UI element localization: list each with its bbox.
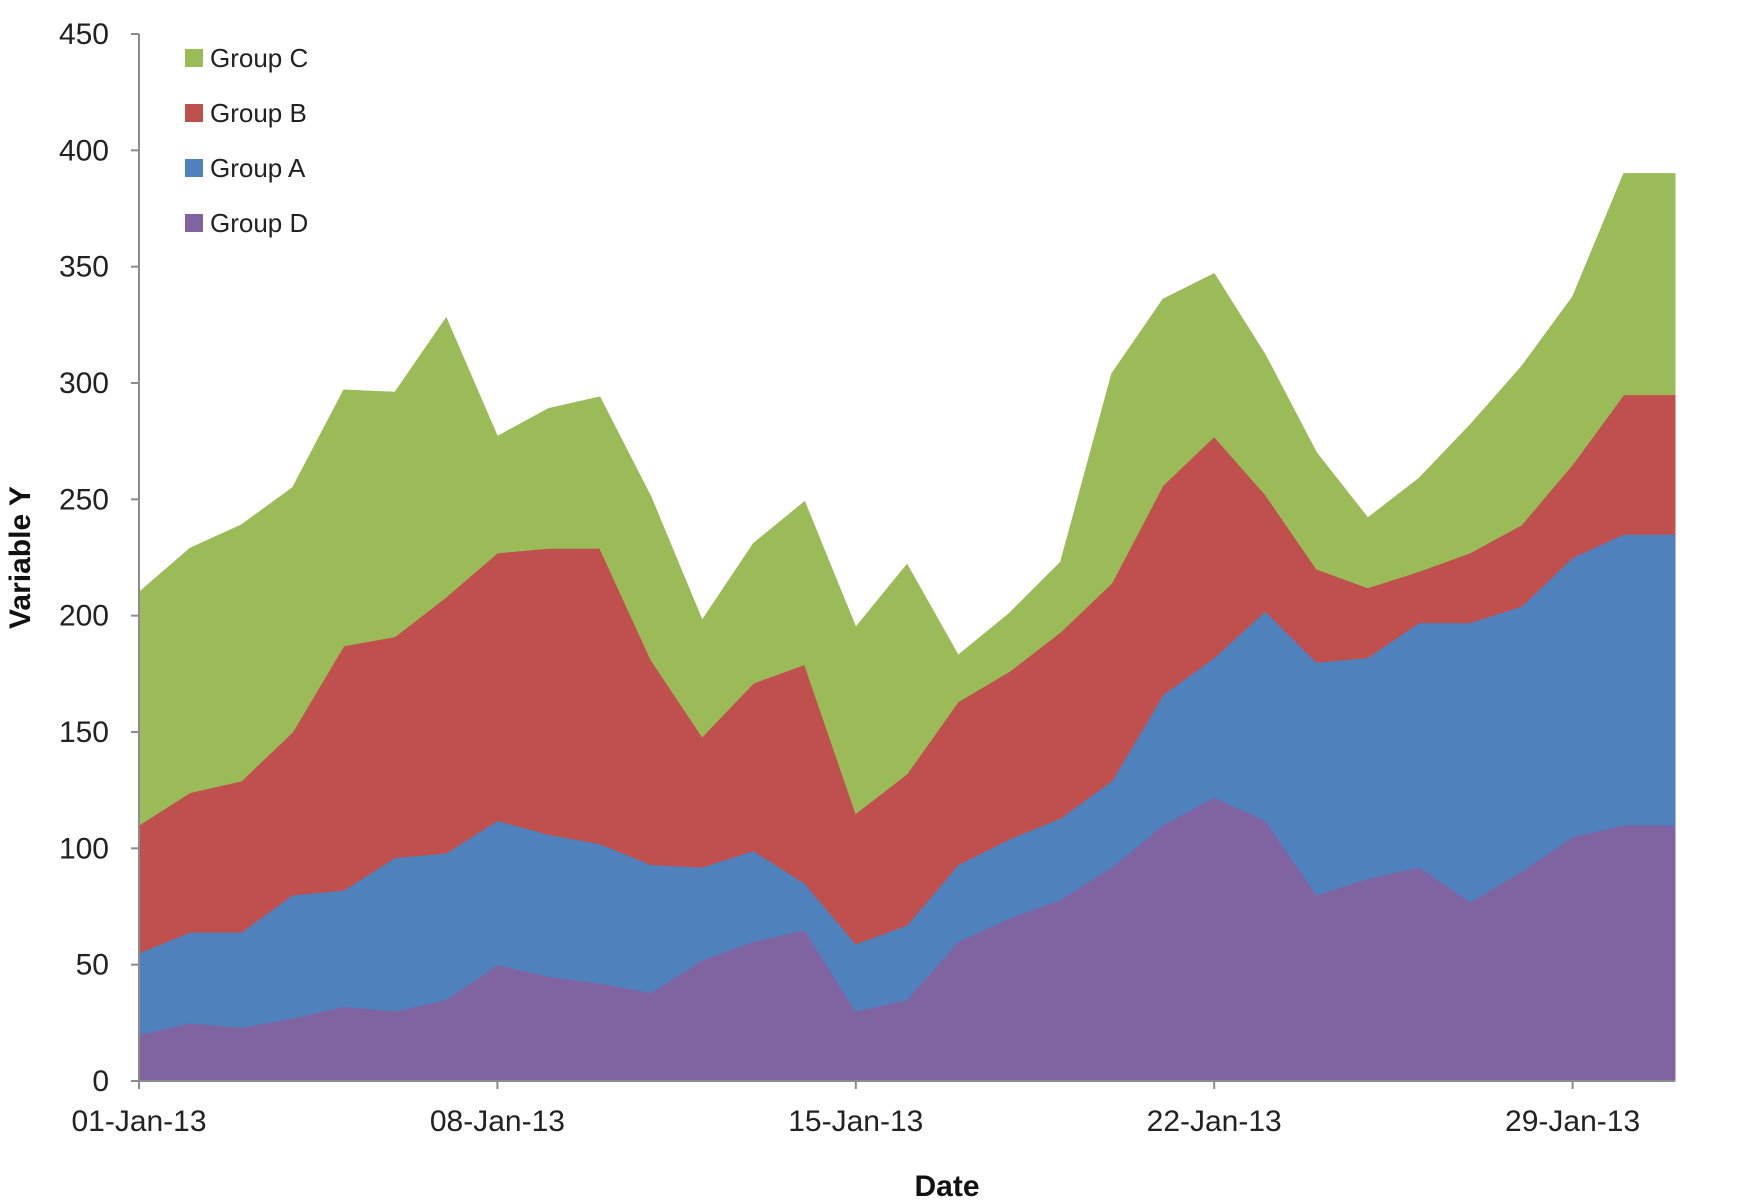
legend-swatch-group-a	[185, 159, 203, 177]
x-tick-label: 08-Jan-13	[430, 1105, 565, 1138]
legend-label-group-c: Group C	[210, 43, 308, 73]
x-axis-title: Date	[914, 1170, 979, 1200]
axes: 0 50 100 150 200 250 300 350 400 450 01-Jan-13 08-…	[59, 18, 1675, 1138]
y-tick-label: 0	[92, 1065, 109, 1098]
legend-label-group-b: Group B	[210, 98, 307, 128]
y-tick-label: 350	[59, 251, 109, 284]
area-group-c	[138, 173, 1676, 826]
x-tick-label: 15-Jan-13	[788, 1105, 923, 1138]
x-axis-ticks: 01-Jan-13 08-Jan-13 15-Jan-13 22-Jan-13 29-J…	[71, 1081, 1640, 1138]
legend: Group C Group B Group A Group D	[185, 43, 308, 238]
y-tick-label: 150	[59, 716, 109, 749]
x-tick-label: 29-Jan-13	[1505, 1105, 1640, 1138]
y-tick-label: 200	[59, 600, 109, 633]
y-axis-ticks: 0 50 100 150 200 250 300 350 400 450	[59, 18, 139, 1098]
legend-swatch-group-b	[185, 104, 203, 122]
legend-label-group-a: Group A	[210, 153, 306, 183]
y-tick-label: 450	[59, 18, 109, 51]
x-tick-label: 22-Jan-13	[1147, 1105, 1282, 1138]
legend-swatch-group-c	[185, 49, 203, 67]
y-axis-title: Variable Y	[4, 486, 37, 629]
y-tick-label: 400	[59, 134, 109, 167]
y-tick-label: 300	[59, 367, 109, 400]
legend-label-group-d: Group D	[210, 208, 308, 238]
y-tick-label: 50	[76, 949, 109, 982]
y-tick-label: 250	[59, 483, 109, 516]
y-tick-label: 100	[59, 832, 109, 865]
series-areas	[138, 173, 1676, 1082]
legend-swatch-group-d	[185, 214, 203, 232]
x-tick-label: 01-Jan-13	[71, 1105, 206, 1138]
